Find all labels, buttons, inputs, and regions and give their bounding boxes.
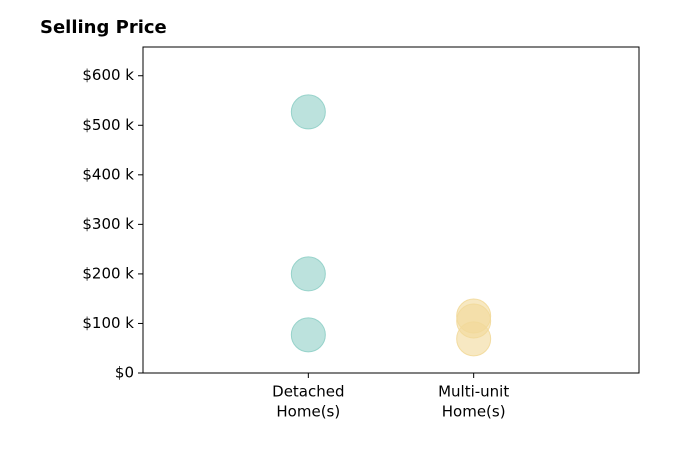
y-tick-label: $100 k (82, 314, 134, 332)
y-tick-label: $0 (115, 364, 134, 382)
y-tick-label: $500 k (82, 116, 134, 134)
plot-frame (142, 46, 640, 374)
y-tick-label: $600 k (82, 66, 134, 84)
chart-title: Selling Price (40, 17, 167, 38)
x-tick-label: Home(s) (442, 403, 506, 421)
y-tick-label: $400 k (82, 165, 134, 183)
point (290, 256, 326, 292)
y-tick-label: $200 k (82, 264, 134, 282)
x-tick-label: Detached (272, 383, 344, 401)
x-tick-label: Multi-unit (438, 383, 509, 401)
x-tick-label: Home(s) (276, 403, 340, 421)
point (290, 94, 326, 130)
y-tick-label: $300 k (82, 215, 134, 233)
point (290, 317, 326, 353)
point (456, 321, 492, 357)
